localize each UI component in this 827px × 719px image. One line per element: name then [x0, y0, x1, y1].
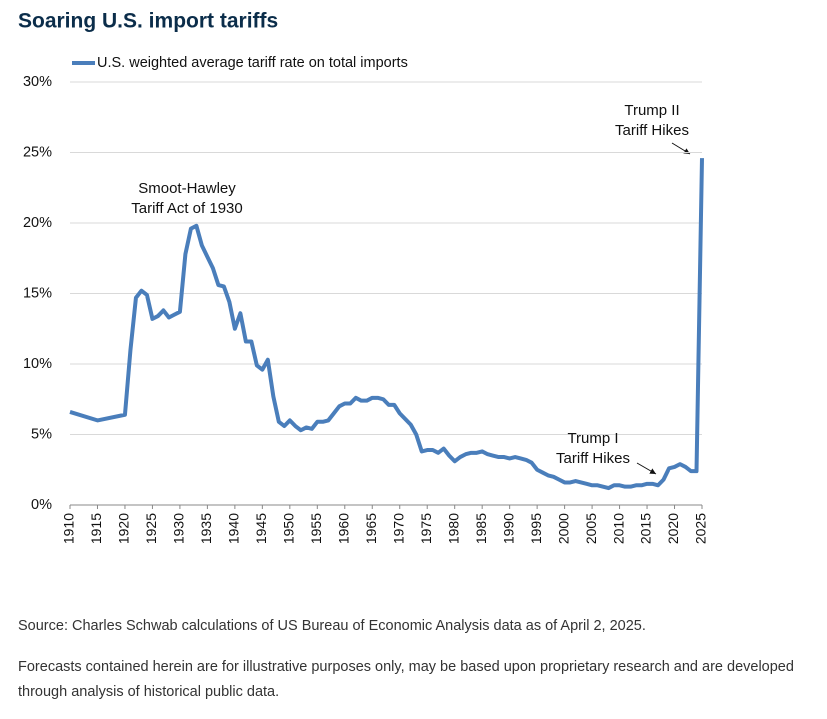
- x-tick-label: 1910: [61, 513, 77, 544]
- y-tick-label: 15%: [23, 285, 52, 301]
- x-tick-label: 1985: [473, 513, 489, 544]
- x-tick-label: 2020: [665, 513, 681, 544]
- x-tick-label: 1995: [528, 513, 544, 544]
- legend-label: U.S. weighted average tariff rate on tot…: [97, 55, 408, 71]
- x-tick-label: 1920: [116, 513, 132, 544]
- x-tick-label: 2015: [638, 513, 654, 544]
- chart: Soaring U.S. import tariffs 0% 5% 10% 15% 20…: [18, 10, 709, 545]
- annotation: Trump I: [567, 430, 618, 447]
- x-tick-label: 1960: [335, 513, 351, 544]
- y-tick-label: 10%: [23, 356, 52, 372]
- arrow: [636, 462, 657, 475]
- x-tick-label: 1925: [143, 513, 159, 544]
- y-tick-label: 0%: [31, 497, 52, 513]
- y-tick-label: 20%: [23, 215, 52, 231]
- x-tick-label: 1990: [500, 513, 516, 544]
- x-tick-label: 1915: [88, 513, 104, 544]
- x-tick-label: 2010: [610, 513, 626, 544]
- x-tick-label: 1950: [281, 513, 297, 544]
- y-tick-label: 30%: [23, 74, 52, 90]
- x-tick-label: 2005: [583, 513, 599, 544]
- annotation: Smoot-Hawley: [138, 180, 236, 197]
- y-tick-label: 5%: [31, 426, 52, 442]
- x-tick-label: 1945: [253, 513, 269, 544]
- annotation: Trump II: [624, 102, 679, 119]
- x-tick-label: 2000: [555, 513, 571, 544]
- x-tick-label: 1930: [171, 513, 187, 544]
- x-tick-label: 1935: [198, 513, 214, 544]
- annotation: Tariff Hikes: [556, 450, 630, 467]
- x-tick-label: 1940: [226, 513, 242, 544]
- note: Forecasts contained herein are for illus…: [18, 659, 794, 700]
- x-tick-label: 1970: [390, 513, 406, 544]
- x-tick-label: 1975: [418, 513, 434, 544]
- annotation: Tariff Hikes: [615, 122, 689, 139]
- x-tick-label: 1955: [308, 513, 324, 544]
- source: Source: Charles Schwab calculations of U…: [18, 618, 646, 634]
- data-line: [69, 158, 704, 491]
- annotation: Tariff Act of 1930: [131, 200, 242, 217]
- x-tick-label: 1980: [445, 513, 461, 544]
- x-tick-label: 1965: [363, 513, 379, 544]
- chart-title: Soaring U.S. import tariffs: [18, 10, 278, 33]
- y-tick-label: 25%: [23, 144, 52, 160]
- x-tick-label: 2025: [693, 513, 709, 544]
